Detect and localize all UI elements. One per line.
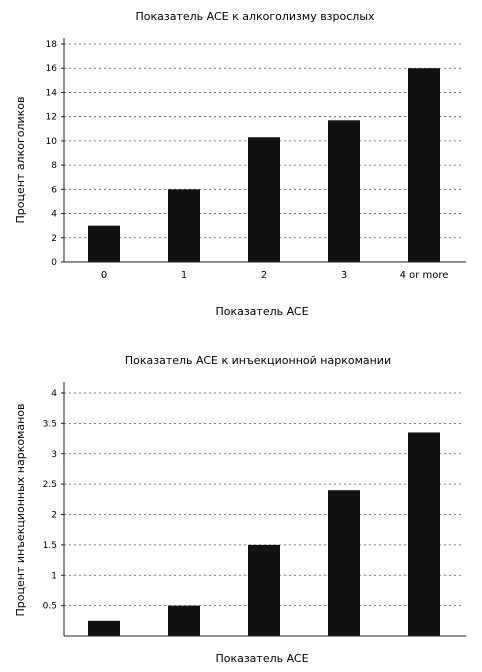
chart-alcoholism: Показатель ACE к алкоголизму взрослых 0 2… [14,10,466,318]
chart-injection-drug-use: Показатель ACE к инъекционной наркомании… [14,354,466,665]
y-tick-label: 4 [51,389,57,399]
chart-1-x-axis-label: Показатель ACE [215,305,308,318]
y-tick-label: 4 [51,210,57,220]
y-tick-label: 18 [46,40,58,50]
chart-1-bars [88,68,440,262]
y-tick-label: 1.5 [43,541,57,551]
y-tick-label: 2.5 [43,480,57,490]
y-tick-label: 0 [51,258,57,268]
bar [88,225,120,262]
chart-2-bars [88,432,440,636]
y-tick-label: 1 [51,571,57,581]
y-tick-label: 6 [51,185,57,195]
x-tick-label: 3 [341,270,347,281]
bar [168,189,200,262]
y-tick-label: 3.5 [43,419,57,429]
y-tick-label: 10 [46,137,58,147]
bar [328,120,360,262]
chart-2-y-axis-label: Процент инъекционных наркоманов [14,403,27,616]
x-tick-label: 2 [261,270,267,281]
chart-2-x-axis-label: Показатель ACE [215,652,308,665]
y-tick-label: 8 [51,161,57,171]
y-tick-label: 14 [46,88,58,98]
y-tick-label: 0.5 [43,602,57,612]
bar [408,68,440,262]
chart-2-y-ticks: 0.5 1 1.5 2 2.5 3 3.5 4 [43,389,64,612]
chart-1-x-ticks: 0 1 2 3 4 or more [101,270,449,281]
chart-2-title: Показатель ACE к инъекционной наркомании [125,354,391,367]
bar [168,605,200,636]
x-tick-label: 4 or more [400,270,449,281]
y-tick-label: 16 [46,64,58,74]
chart-1-y-axis-label: Процент алкоголиков [14,96,27,223]
bar [408,432,440,636]
x-tick-label: 0 [101,270,107,281]
bar [248,137,280,262]
y-tick-label: 2 [51,511,57,521]
y-tick-label: 12 [46,113,57,123]
y-tick-label: 3 [51,450,57,460]
y-tick-label: 2 [51,234,57,244]
bar [248,544,280,636]
chart-1-title: Показатель ACE к алкоголизму взрослых [135,10,375,23]
bar [328,490,360,636]
x-tick-label: 1 [181,270,187,281]
bar [88,620,120,636]
chart-1-y-ticks: 0 2 4 6 8 10 12 14 16 18 [46,40,64,268]
